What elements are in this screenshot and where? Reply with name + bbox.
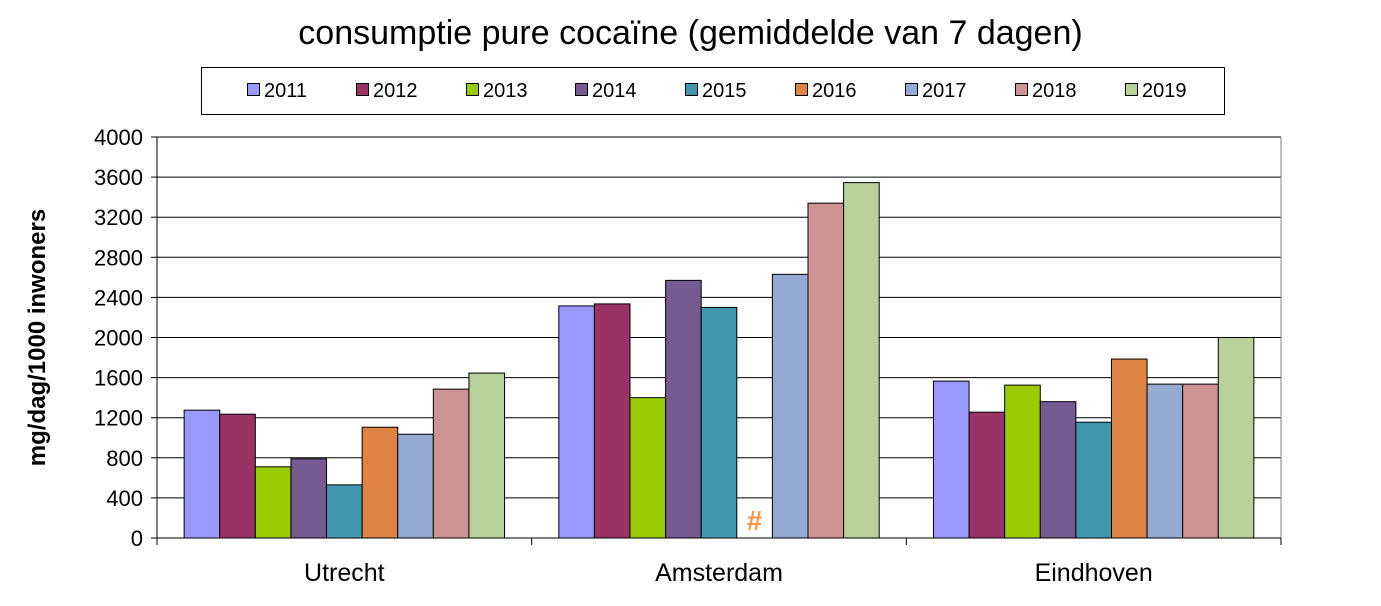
legend-item-2011: 2011 xyxy=(247,80,307,102)
bar-amsterdam-2017 xyxy=(771,273,809,539)
bar-eindhoven-2014 xyxy=(1039,401,1077,539)
x-tick-label: Amsterdam xyxy=(655,559,783,587)
bar-utrecht-2019 xyxy=(468,372,506,539)
bar-amsterdam-2015 xyxy=(700,306,738,539)
legend-label: 2013 xyxy=(483,80,528,102)
legend-item-2019: 2019 xyxy=(1125,80,1187,102)
legend-label: 2016 xyxy=(812,80,857,102)
annotation-marker: # xyxy=(747,505,763,536)
legend-item-2014: 2014 xyxy=(575,80,637,102)
legend-item-2013: 2013 xyxy=(466,80,528,102)
bar-eindhoven-2016 xyxy=(1110,358,1148,539)
bar-amsterdam-2019 xyxy=(843,182,880,539)
legend-swatch xyxy=(1015,83,1028,97)
bar-eindhoven-2011 xyxy=(932,380,970,539)
bar-amsterdam-2013 xyxy=(629,397,667,539)
y-tick-label: 2000 xyxy=(94,326,143,351)
bar-eindhoven-2015 xyxy=(1075,421,1112,539)
legend-label: 2017 xyxy=(922,80,967,102)
bar-utrecht-2012 xyxy=(219,413,256,539)
bar-amsterdam-2012 xyxy=(593,303,631,539)
bar-utrecht-2016 xyxy=(361,426,399,539)
legend-swatch xyxy=(685,83,698,97)
legend-swatch xyxy=(795,83,808,97)
legend-label: 2014 xyxy=(592,80,637,102)
legend-swatch xyxy=(905,83,918,97)
bar-utrecht-2014 xyxy=(290,458,328,539)
y-tick-label: 4000 xyxy=(94,125,143,150)
legend-item-2012: 2012 xyxy=(356,80,418,102)
bar-amsterdam-2011 xyxy=(558,305,595,539)
bar-eindhoven-2018 xyxy=(1182,383,1219,539)
legend-item-2018: 2018 xyxy=(1015,80,1077,102)
bar-utrecht-2015 xyxy=(326,484,363,539)
legend-swatch xyxy=(247,83,260,97)
legend-item-2016: 2016 xyxy=(795,80,857,102)
legend-swatch xyxy=(356,83,369,97)
legend-item-2017: 2017 xyxy=(905,80,967,102)
legend-label: 2019 xyxy=(1142,80,1187,102)
bar-amsterdam-2018 xyxy=(807,202,845,539)
legend-swatch xyxy=(575,83,588,97)
bar-eindhoven-2012 xyxy=(968,411,1006,539)
legend-label: 2011 xyxy=(264,80,308,102)
legend-item-2015: 2015 xyxy=(685,80,747,102)
legend-swatch xyxy=(466,83,479,97)
y-tick-label: 400 xyxy=(106,486,143,511)
bar-eindhoven-2019 xyxy=(1217,337,1255,539)
bar-utrecht-2013 xyxy=(254,466,292,539)
y-tick-label: 1600 xyxy=(94,366,143,391)
y-tick-label: 1200 xyxy=(94,406,143,431)
bar-eindhoven-2017 xyxy=(1146,383,1184,539)
y-tick-label: 3200 xyxy=(94,205,143,230)
legend-label: 2015 xyxy=(702,80,747,102)
bar-utrecht-2011 xyxy=(183,409,221,539)
y-tick-label: 0 xyxy=(131,526,143,551)
bar-amsterdam-2014 xyxy=(665,279,702,539)
y-axis-label: mg/dag/1000 inwoners xyxy=(24,209,51,466)
bar-eindhoven-2013 xyxy=(1004,384,1041,539)
legend-label: 2012 xyxy=(373,80,418,102)
legend: 2011 2012 2013 2014 2015 2016 2017 2018 2019 xyxy=(201,67,1225,115)
legend-swatch xyxy=(1125,83,1138,97)
bar-utrecht-2018 xyxy=(432,388,470,539)
y-tick-label: 800 xyxy=(106,446,143,471)
chart-title: consumptie pure cocaïne (gemiddelde van … xyxy=(298,14,1083,52)
y-tick-label: 2800 xyxy=(94,245,143,270)
legend-label: 2018 xyxy=(1032,80,1077,102)
y-tick-label: 2400 xyxy=(94,285,143,310)
bar-utrecht-2017 xyxy=(397,433,434,539)
x-tick-label: Eindhoven xyxy=(1035,559,1153,587)
y-tick-label: 3600 xyxy=(94,165,143,190)
x-tick-label: Utrecht xyxy=(304,559,385,587)
